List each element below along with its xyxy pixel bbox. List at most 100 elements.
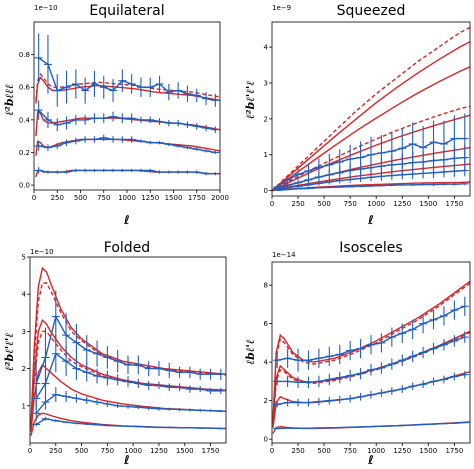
error-bar xyxy=(206,387,215,394)
error-bar xyxy=(93,368,102,384)
error-bar xyxy=(419,313,428,334)
error-bar xyxy=(387,184,396,187)
error-bar xyxy=(356,426,365,428)
measured-line-2 xyxy=(38,109,216,131)
error-bar xyxy=(41,368,50,399)
error-bar xyxy=(294,427,303,429)
error-bar xyxy=(387,327,396,347)
error-bar xyxy=(294,348,303,372)
y-tick-label: 4 xyxy=(264,44,269,52)
error-bar xyxy=(283,375,292,388)
y-tick-label: 2 xyxy=(264,397,268,405)
error-bar xyxy=(377,389,386,397)
error-bar xyxy=(356,174,365,183)
x-tick-label: 1750 xyxy=(445,447,463,455)
error-bar xyxy=(109,79,118,102)
x-axis-label: ℓ xyxy=(123,213,130,227)
error-bar xyxy=(127,136,136,143)
error-bar xyxy=(314,375,323,388)
error-bar xyxy=(346,394,355,403)
error-bar xyxy=(283,348,292,368)
error-bar xyxy=(377,184,386,187)
error-bar xyxy=(304,427,313,429)
y-axis-label: ℓbℓ'ℓ xyxy=(244,339,257,364)
error-bar xyxy=(185,408,194,412)
error-bar xyxy=(216,427,225,430)
y-tick-label: 2 xyxy=(22,365,26,373)
error-bar xyxy=(387,425,396,427)
error-bar xyxy=(460,182,469,186)
error-bar xyxy=(53,142,62,150)
error-bar xyxy=(202,92,211,106)
error-bar xyxy=(346,426,355,428)
error-bar xyxy=(113,425,122,427)
error-bar xyxy=(192,147,201,151)
x-tick-label: 500 xyxy=(317,447,330,455)
error-bar xyxy=(146,168,155,173)
x-tick-label: 1250 xyxy=(393,447,411,455)
error-bar xyxy=(216,368,225,380)
error-bar xyxy=(134,405,143,410)
error-bar xyxy=(71,168,80,173)
error-bar xyxy=(174,82,183,99)
error-bar xyxy=(304,350,313,370)
error-bar xyxy=(196,386,205,393)
error-bar xyxy=(82,335,91,365)
measured-line-3 xyxy=(277,373,465,406)
error-bar xyxy=(283,398,292,407)
error-bar xyxy=(99,168,108,173)
y-axis-label: ℓ²bℓ'ℓ'ℓ xyxy=(3,333,16,371)
error-bar xyxy=(202,124,211,132)
error-bar xyxy=(43,35,52,94)
error-bar xyxy=(118,69,127,93)
error-bar xyxy=(335,344,344,365)
y-tick-label: 6 xyxy=(264,320,269,328)
error-bar xyxy=(71,69,80,99)
plot-area-1: 0 250 500 750 1000 1250 1500 1750 2000 0.0 0.2 0.4 0… xyxy=(19,21,229,202)
error-bar xyxy=(283,186,292,189)
error-bar xyxy=(175,366,184,378)
x-tick-label: 500 xyxy=(74,194,87,202)
x-axis-label: ℓ xyxy=(123,453,130,467)
error-bar xyxy=(196,368,205,380)
error-bar xyxy=(450,372,459,381)
error-bar xyxy=(211,150,220,155)
error-bar xyxy=(136,116,145,124)
plot-area-3: 0 250 500 750 1000 1250 1500 1750 1 2 3 4 5 xyxy=(22,254,227,455)
offset-text: 1e−10 xyxy=(34,4,58,12)
error-bar xyxy=(124,404,132,409)
error-bar xyxy=(460,164,469,177)
error-bar xyxy=(146,141,155,145)
error-bar xyxy=(283,183,292,188)
error-bar xyxy=(206,427,215,429)
error-bar xyxy=(211,172,220,176)
x-tick-label: 250 xyxy=(51,194,64,202)
error-bar xyxy=(32,405,41,421)
error-bar xyxy=(34,167,43,174)
x-tick-label: 0 xyxy=(270,200,274,208)
axes-frame xyxy=(271,21,471,197)
error-bar xyxy=(346,340,355,361)
error-bar xyxy=(93,424,102,426)
error-bar xyxy=(346,176,355,183)
error-bar xyxy=(175,408,184,412)
error-bar xyxy=(183,85,192,102)
x-tick-label: 1000 xyxy=(367,200,385,208)
error-bar xyxy=(419,380,428,389)
error-bar xyxy=(62,390,71,403)
series-group xyxy=(272,26,470,192)
error-bar xyxy=(283,427,292,429)
x-axis-label: ℓ xyxy=(367,453,374,467)
error-bar xyxy=(304,176,313,184)
panel-equilateral: Equilateral 1e−10 ℓ²bℓℓℓ ℓ xyxy=(3,3,165,227)
error-bar xyxy=(367,335,375,355)
error-bar xyxy=(429,423,438,425)
error-bar xyxy=(93,399,102,406)
error-bar xyxy=(155,141,164,145)
x-tick-label: 0 xyxy=(270,447,274,455)
x-tick-label: 500 xyxy=(75,447,88,455)
error-bar xyxy=(192,88,201,102)
error-bar xyxy=(118,136,127,143)
error-bar xyxy=(294,184,303,188)
error-bar xyxy=(408,169,417,180)
